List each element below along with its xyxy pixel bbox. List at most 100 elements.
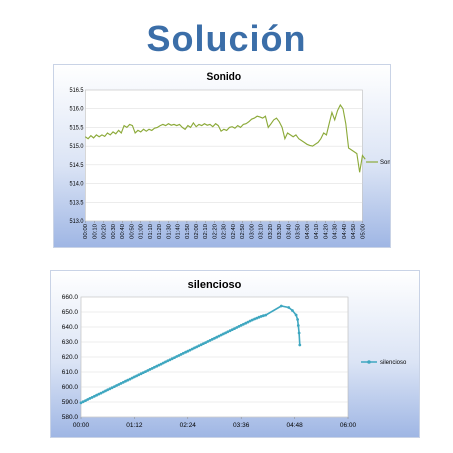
y-tick-label: 515.0 — [70, 144, 84, 150]
data-point — [202, 342, 205, 345]
data-point — [119, 382, 123, 385]
x-tick-label: 02:50 — [240, 224, 246, 239]
x-tick-label: 04:10 — [314, 224, 320, 239]
legend-marker — [367, 360, 371, 364]
data-point — [128, 377, 132, 381]
data-point — [224, 331, 228, 335]
x-tick-label: 02:30 — [222, 224, 228, 239]
data-point — [181, 351, 185, 355]
data-point — [117, 383, 121, 386]
data-point — [144, 370, 147, 373]
data-point — [230, 328, 234, 331]
y-tick-label: 513.0 — [70, 219, 84, 225]
y-tick-label: 640.0 — [62, 324, 79, 331]
data-point — [235, 326, 239, 329]
data-point — [108, 387, 112, 391]
x-tick-label: 02:24 — [180, 422, 197, 429]
data-point — [99, 391, 103, 395]
x-tick-label: 02:40 — [231, 224, 237, 239]
data-point — [226, 330, 230, 334]
x-tick-label: 06:00 — [340, 422, 357, 429]
data-point — [237, 325, 241, 328]
silencioso-chart: 580.0 590.0 600.0 610.0 620.0 630.0 640.0 650.0… — [50, 270, 420, 438]
data-point — [159, 362, 163, 366]
data-point — [121, 380, 125, 384]
data-point — [244, 321, 248, 325]
data-point — [228, 329, 232, 333]
chart-title: Sonido — [207, 71, 242, 83]
data-point — [250, 318, 254, 322]
x-tick-label: 03:36 — [233, 422, 250, 429]
x-tick-label: 01:12 — [126, 422, 143, 429]
data-point — [287, 306, 291, 309]
data-point — [86, 398, 90, 401]
data-point — [137, 373, 141, 377]
data-point — [259, 315, 263, 318]
data-point — [93, 394, 96, 398]
data-point — [242, 322, 245, 326]
data-point — [222, 332, 225, 336]
legend-label: silencioso — [380, 360, 407, 366]
data-point — [161, 361, 165, 365]
data-point — [204, 341, 208, 344]
data-point — [294, 313, 298, 317]
data-point — [88, 397, 92, 400]
x-tick-label: 03:40 — [287, 224, 293, 239]
data-point — [253, 317, 256, 321]
data-point — [206, 340, 210, 343]
x-tick-label: 01:00 — [139, 224, 145, 239]
data-point — [141, 371, 145, 374]
data-point — [97, 392, 101, 396]
data-point — [296, 318, 299, 321]
data-point — [157, 363, 161, 367]
data-point — [190, 347, 194, 351]
y-tick-label: 514.5 — [70, 163, 84, 169]
y-tick-label: 590.0 — [62, 399, 79, 406]
x-tick-label: 05:00 — [360, 224, 366, 239]
data-point — [166, 359, 170, 363]
y-tick-label: 660.0 — [62, 294, 79, 301]
data-point — [170, 357, 174, 361]
data-point — [186, 349, 190, 353]
data-point — [255, 316, 259, 320]
plot-area — [85, 89, 363, 222]
data-point — [130, 376, 134, 380]
page-title: Solución — [146, 18, 307, 59]
data-point — [199, 343, 203, 347]
y-tick-label: 610.0 — [62, 369, 79, 376]
x-tick-label: 00:20 — [102, 224, 108, 239]
x-tick-label: 00:10 — [93, 224, 99, 239]
data-point — [262, 314, 265, 318]
x-tick-label: 00:00 — [73, 422, 90, 429]
data-point — [248, 319, 252, 323]
data-point — [164, 360, 167, 364]
x-tick-label: 01:30 — [166, 224, 172, 239]
data-point — [264, 313, 268, 317]
data-point — [148, 368, 152, 371]
y-tick-label: 516.5 — [70, 88, 84, 94]
data-point — [79, 401, 83, 405]
data-point — [146, 369, 150, 372]
data-point — [101, 390, 105, 394]
x-tick-label: 01:50 — [185, 224, 191, 239]
data-point — [106, 388, 110, 392]
data-point — [279, 304, 283, 308]
x-tick-label: 04:48 — [286, 422, 303, 429]
data-point — [298, 343, 302, 347]
data-point — [297, 331, 301, 335]
data-point — [213, 336, 216, 340]
sonido-plot-group: 513.0 513.5 514.0 514.5 515.0 515.5 516.0 516.5… — [70, 71, 367, 239]
y-tick-label: 515.5 — [70, 125, 84, 131]
data-point — [155, 364, 159, 368]
y-tick-label: 513.5 — [70, 200, 84, 206]
data-point — [81, 400, 85, 404]
data-point — [257, 315, 261, 319]
data-point — [150, 367, 154, 370]
data-point — [210, 337, 214, 341]
data-point — [90, 396, 94, 399]
data-point — [168, 358, 172, 362]
data-point — [179, 353, 183, 356]
x-tick-label: 03:50 — [296, 224, 302, 239]
data-point — [124, 379, 127, 383]
data-point — [184, 350, 188, 354]
